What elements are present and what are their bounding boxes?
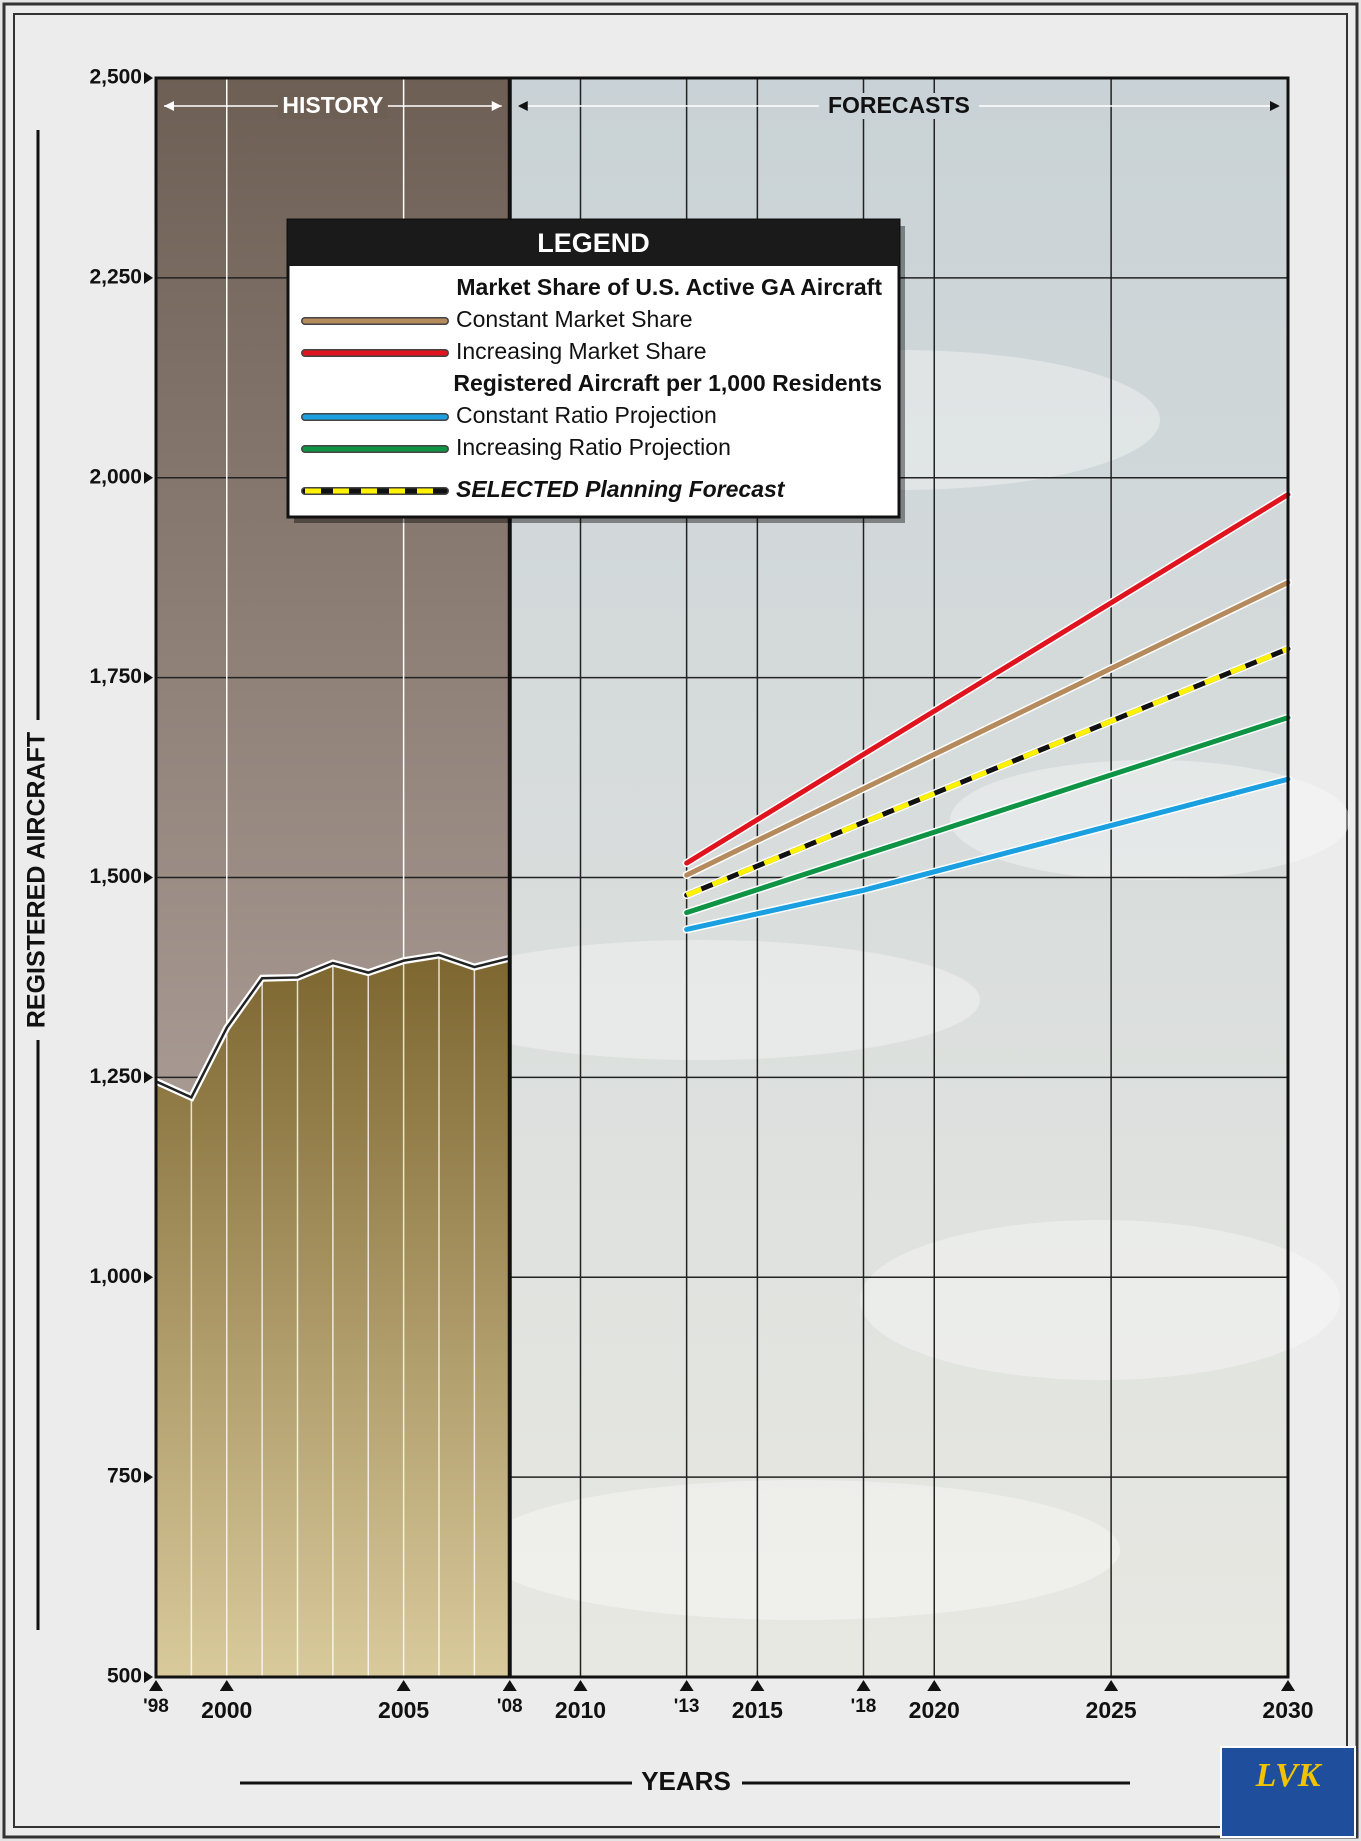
- x-tick-label: 2005: [378, 1697, 429, 1723]
- x-tick-label: 2015: [732, 1697, 783, 1723]
- legend-group-title: Registered Aircraft per 1,000 Residents: [453, 370, 882, 396]
- cloud: [480, 1480, 1120, 1620]
- legend-label: SELECTED Planning Forecast: [456, 476, 786, 502]
- legend-label: Increasing Market Share: [456, 338, 707, 364]
- logo: LVK: [1221, 1747, 1355, 1837]
- x-tick-label: 2025: [1086, 1697, 1137, 1723]
- y-tick-label: 1,500: [89, 865, 142, 888]
- x-tick-label: 2020: [909, 1697, 960, 1723]
- y-tick-label: 2,500: [89, 66, 142, 89]
- y-tick-label: 1,000: [89, 1265, 142, 1288]
- x-axis-label: YEARS: [641, 1766, 731, 1796]
- legend-label: Increasing Ratio Projection: [456, 434, 731, 460]
- x-tick-label: 2030: [1262, 1697, 1313, 1723]
- y-tick-label: 2,000: [89, 465, 142, 488]
- cloud: [860, 1220, 1340, 1380]
- x-tick-label: 2000: [201, 1697, 252, 1723]
- legend: LEGEND Market Share of U.S. Active GA Air…: [288, 220, 905, 523]
- x-tick-label: '13: [674, 1696, 700, 1717]
- x-tick-label: '18: [851, 1696, 877, 1717]
- period-label: HISTORY: [282, 92, 383, 118]
- legend-label: Constant Ratio Projection: [456, 402, 717, 428]
- y-tick-label: 1,750: [89, 665, 142, 688]
- logo-text: LVK: [1255, 1757, 1323, 1794]
- x-tick-label: '98: [143, 1696, 169, 1717]
- legend-group-title: Market Share of U.S. Active GA Aircraft: [456, 274, 882, 300]
- legend-label: Constant Market Share: [456, 306, 693, 332]
- legend-title: LEGEND: [537, 228, 650, 258]
- y-tick-label: 750: [107, 1465, 142, 1488]
- y-tick-label: 500: [107, 1665, 142, 1688]
- period-label: FORECASTS: [828, 92, 970, 118]
- chart: REGISTERED AIRCRAFT YEARS LVK 500 750 1,00…: [0, 0, 1361, 1841]
- x-tick-label: '08: [497, 1696, 523, 1717]
- y-tick-label: 1,250: [89, 1065, 142, 1088]
- y-tick-label: 2,250: [89, 265, 142, 288]
- y-axis-label: REGISTERED AIRCRAFT: [23, 732, 51, 1028]
- x-tick-label: 2010: [555, 1697, 606, 1723]
